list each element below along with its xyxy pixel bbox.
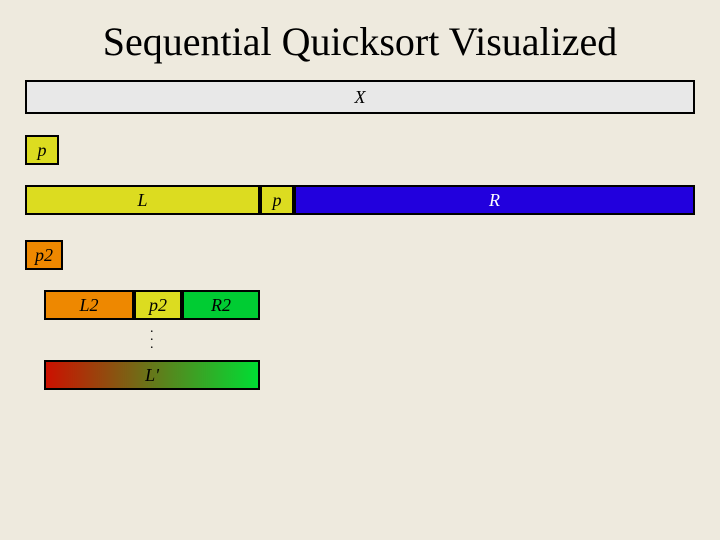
box-p-initial: p (25, 135, 59, 165)
box-p: p (260, 185, 294, 215)
box-R: R (294, 185, 695, 215)
box-p2-initial: p2 (25, 240, 63, 270)
box-L2: L2 (44, 290, 134, 320)
box-L-prime: L' (44, 360, 260, 390)
box-X: X (25, 80, 695, 114)
label-R: R (489, 190, 500, 211)
ellipsis: ... (150, 326, 154, 350)
label-p2-initial: p2 (35, 245, 53, 266)
label-L2: L2 (79, 295, 98, 316)
label-L-prime: L' (145, 365, 159, 386)
label-p: p (273, 190, 282, 211)
label-p2: p2 (149, 295, 167, 316)
box-R2: R2 (182, 290, 260, 320)
label-X: X (355, 87, 366, 108)
box-p2: p2 (134, 290, 182, 320)
label-L: L (137, 190, 147, 211)
stage: Sequential Quicksort Visualized X p L p … (0, 0, 720, 540)
label-R2: R2 (211, 295, 231, 316)
label-p-initial: p (38, 140, 47, 161)
title: Sequential Quicksort Visualized (0, 18, 720, 65)
box-L: L (25, 185, 260, 215)
